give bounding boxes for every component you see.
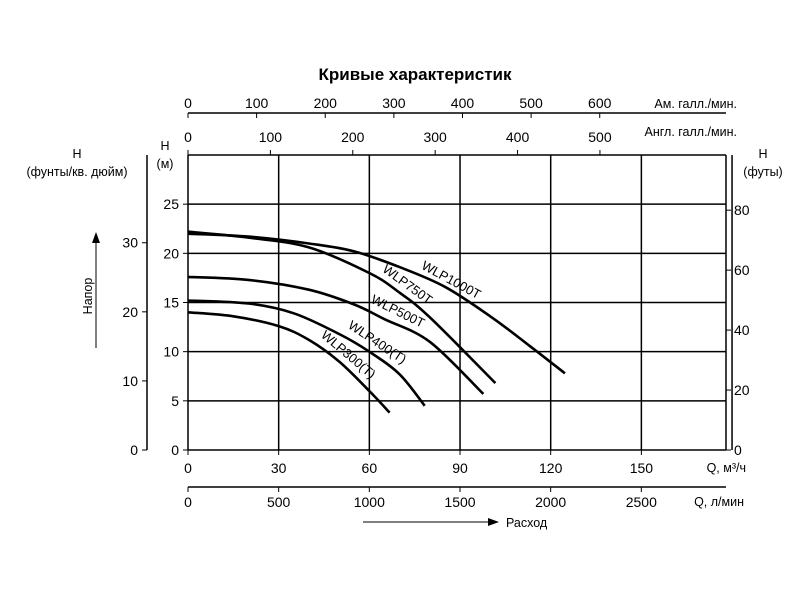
x-tick-label-m3h: 150 [630, 460, 654, 476]
x-tick-label-m3h: 30 [271, 460, 287, 476]
curve-wlp500t [187, 275, 485, 395]
x-tick-label-uk-gpm: 400 [506, 129, 530, 145]
y-tick-label-m: 25 [163, 196, 179, 212]
x-tick-label-m3h: 90 [452, 460, 468, 476]
x-tick-label-uk-gpm: 300 [423, 129, 447, 145]
y-tick-label-m: 0 [171, 442, 179, 458]
x-tick-label-lpm: 1000 [354, 494, 385, 510]
head-ft-label-bottom: (футы) [743, 165, 782, 179]
x-tick-label-m3h: 60 [362, 460, 378, 476]
x-tick-label-m3h: 120 [539, 460, 563, 476]
grid [188, 155, 733, 450]
y-tick-label-m: 5 [171, 393, 179, 409]
curve-wlp300t [187, 311, 391, 414]
flow-arrow-icon [488, 518, 499, 526]
m3h-axis-label: Q, м³/ч [707, 461, 746, 475]
y-tick-label-ft: 20 [734, 382, 750, 398]
x-tick-label-uk-gpm: 100 [259, 129, 283, 145]
uk-gpm-axis-label: Англ. галл./мин. [645, 125, 738, 139]
x-tick-label-us-gpm: 600 [588, 95, 612, 111]
head-m-label-top: H [160, 139, 169, 153]
head-m-label-bottom: (м) [157, 157, 174, 171]
x-tick-label-uk-gpm: 0 [184, 129, 192, 145]
lpm-axis-label: Q, л/мин [694, 495, 744, 509]
head-psi-label-bottom: (фунты/кв. дюйм) [26, 165, 127, 179]
y-tick-label-m: 10 [163, 344, 179, 360]
x-tick-label-lpm: 2500 [626, 494, 657, 510]
us-gpm-axis-label: Ам. галл./мин. [654, 97, 737, 111]
y-tick-label-ft: 60 [734, 262, 750, 278]
x-tick-label-us-gpm: 400 [451, 95, 475, 111]
x-tick-label-uk-gpm: 200 [341, 129, 365, 145]
x-tick-label-lpm: 500 [267, 494, 291, 510]
chart-title: Кривые характеристик [319, 65, 512, 84]
head-ft-label-top: H [758, 147, 767, 161]
x-tick-label-m3h: 0 [184, 460, 192, 476]
x-tick-label-lpm: 1500 [444, 494, 475, 510]
head-psi-label-top: H [72, 147, 81, 161]
flow-direction-label: Расход [506, 516, 548, 530]
y-tick-label-ft: 40 [734, 322, 750, 338]
x-tick-label-lpm: 0 [184, 494, 192, 510]
head-arrow-icon [92, 232, 100, 243]
x-tick-label-lpm: 2000 [535, 494, 566, 510]
curve-wlp1000t [187, 232, 566, 375]
x-tick-label-uk-gpm: 500 [588, 129, 612, 145]
head-direction-label: Напор [81, 278, 95, 315]
y-tick-label-ft: 0 [734, 442, 742, 458]
curve-wlp400t [187, 299, 426, 407]
y-tick-label-psi: 10 [122, 373, 138, 389]
y-tick-label-psi: 0 [130, 442, 138, 458]
y-tick-label-ft: 80 [734, 202, 750, 218]
x-tick-label-us-gpm: 500 [519, 95, 543, 111]
x-tick-label-us-gpm: 300 [382, 95, 406, 111]
x-tick-label-us-gpm: 200 [314, 95, 338, 111]
y-tick-label-psi: 20 [122, 304, 138, 320]
y-tick-label-m: 15 [163, 295, 179, 311]
x-tick-label-us-gpm: 0 [184, 95, 192, 111]
y-tick-label-psi: 30 [122, 235, 138, 251]
x-tick-label-us-gpm: 100 [245, 95, 269, 111]
y-tick-label-m: 20 [163, 245, 179, 261]
